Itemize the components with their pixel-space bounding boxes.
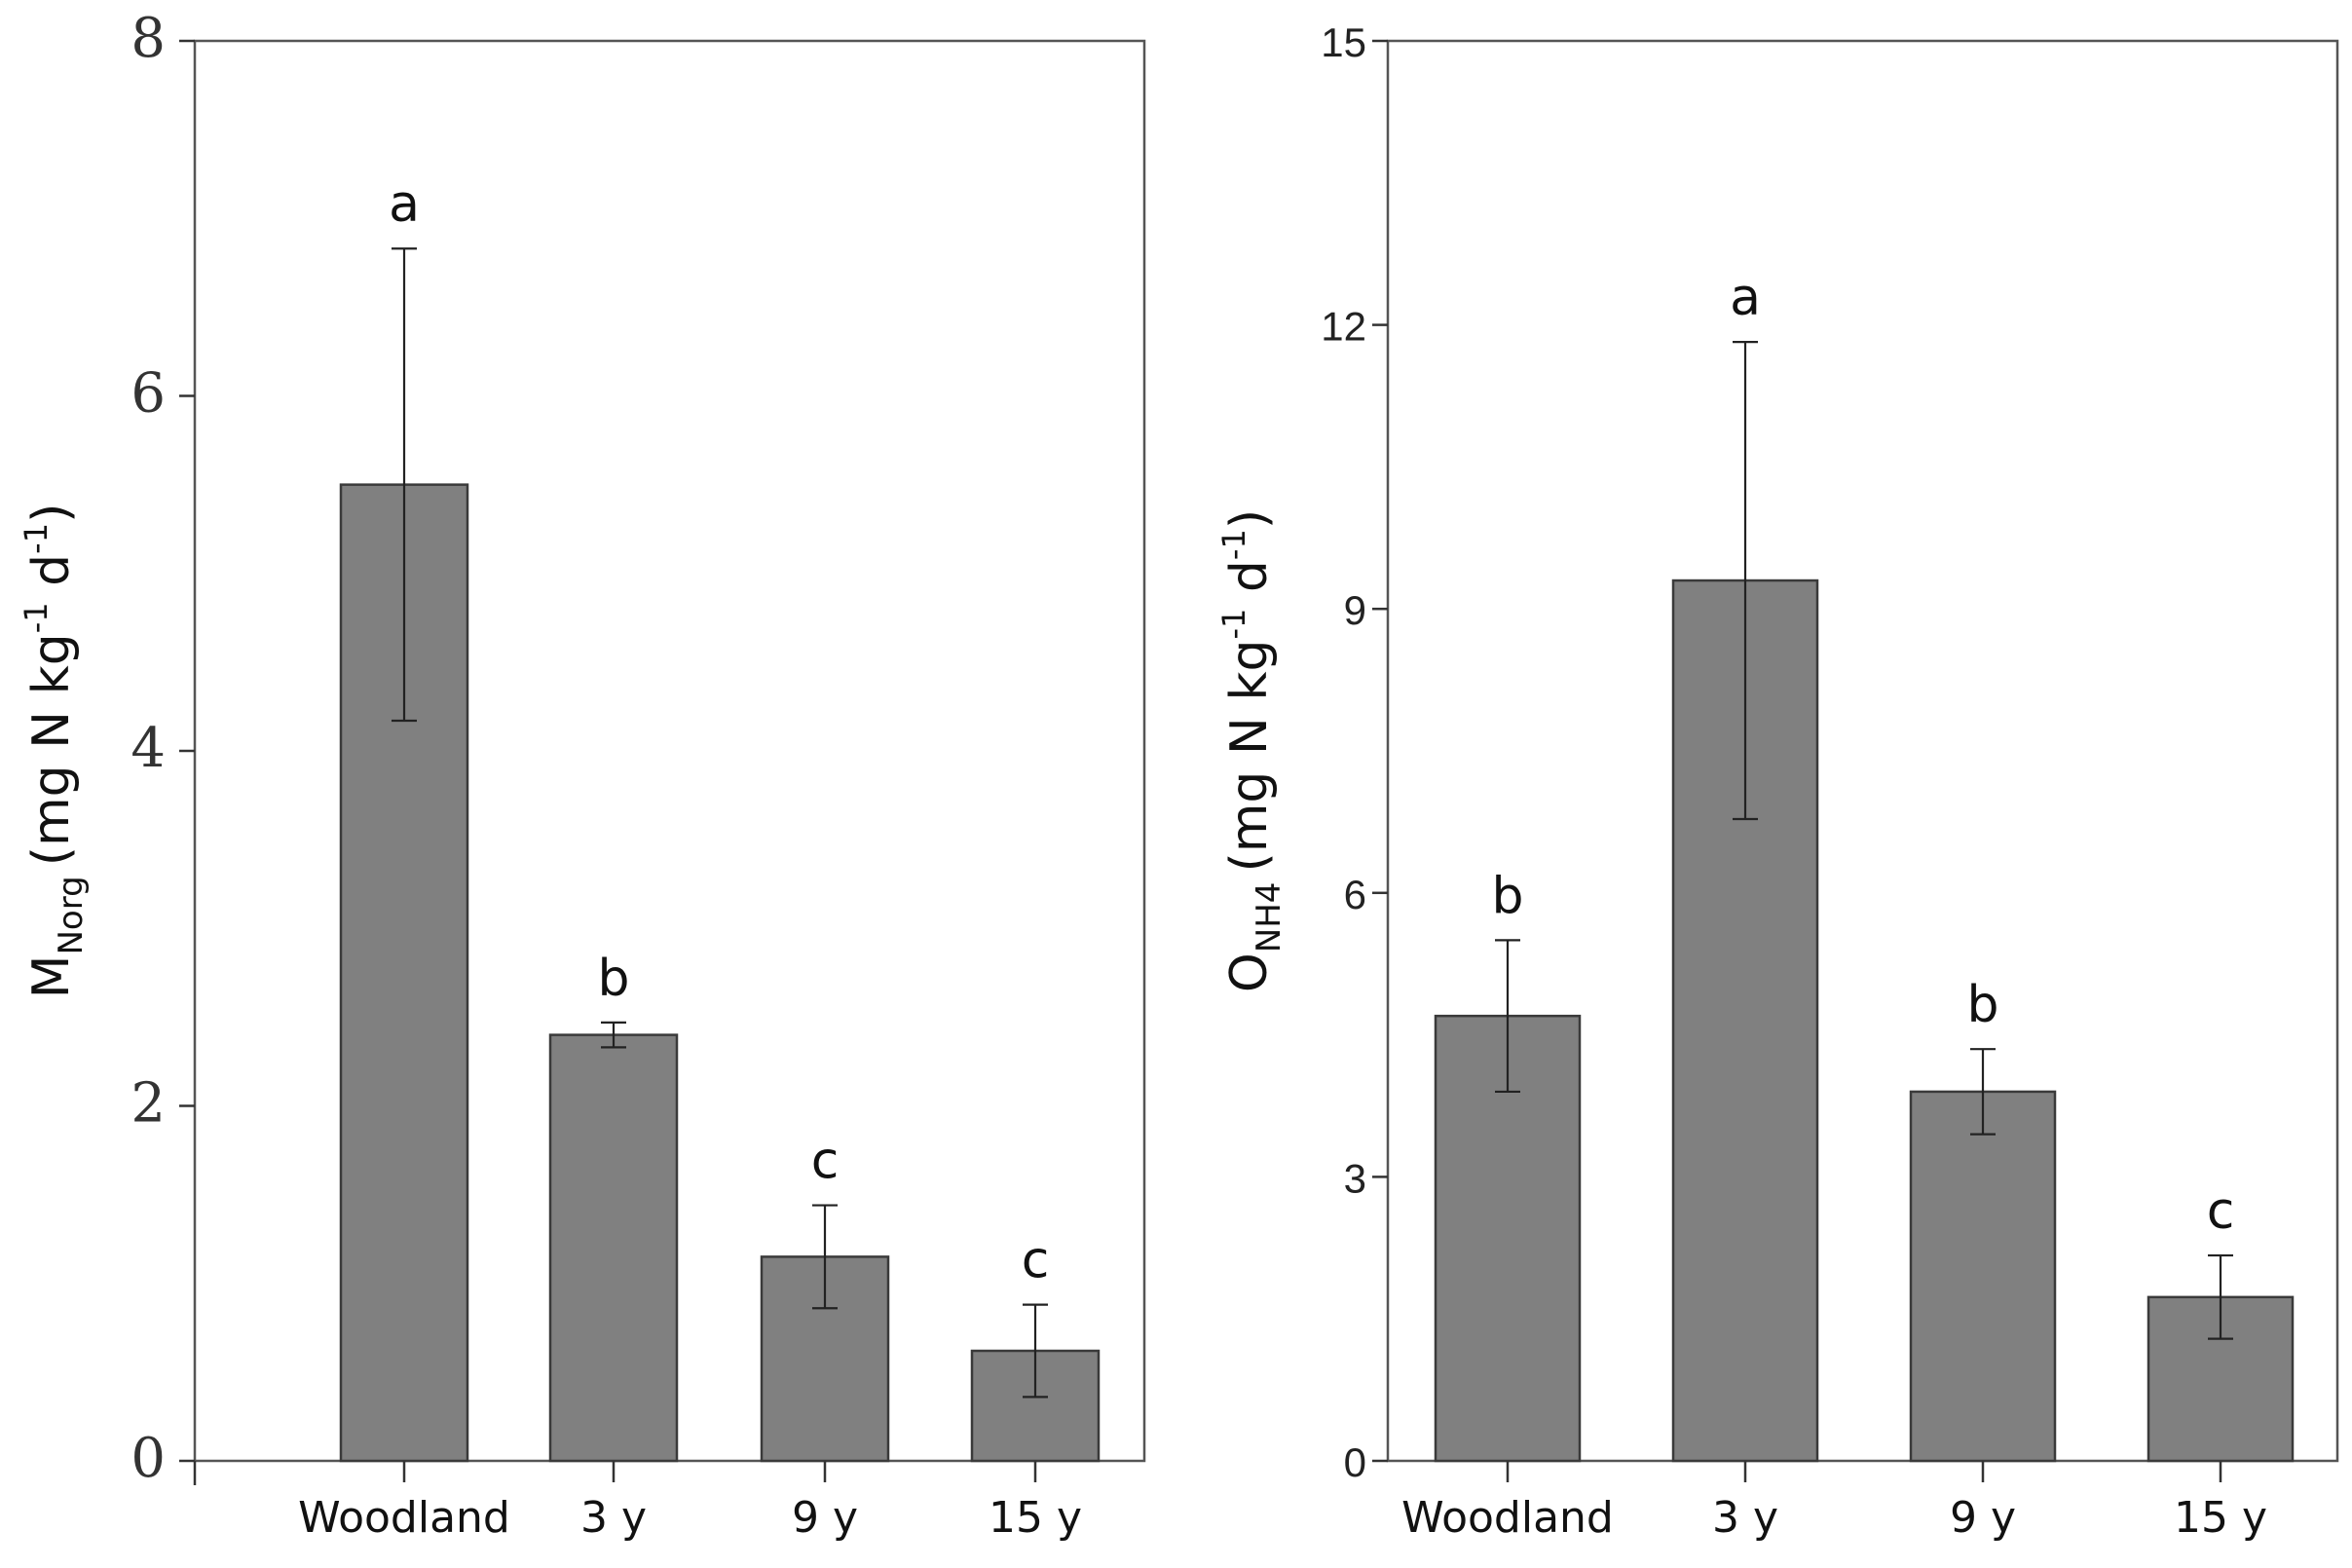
panel-1-bars [339,483,1101,1463]
panel-1-y-tick-label-0: 0 [131,1427,166,1490]
panel-2-y-tick-label-9: 9 [1344,587,1366,633]
panel-1-x-label-9y: 9 y [792,1493,858,1543]
panel-2-y-tick-label-15: 15 [1321,19,1366,65]
panel-1-y-tick-label-8: 8 [131,7,166,70]
panel-1-y-tick-label-4: 4 [131,717,166,780]
panel-2-x-label-9y: 9 y [1950,1493,2016,1543]
panel-2-ylabel-exp1: -1 [1215,609,1252,640]
panel-2-error-bar-3y [1733,340,1758,821]
panel-1-y-ticks: 0 2 4 6 8 [131,7,195,1490]
panel-1-x-tick-labels: Woodland 3 y 9 y 15 y [298,1493,1082,1543]
panel-2-x-label-15y: 15 y [2174,1493,2267,1543]
panel-2-letter-15y: c [2207,1182,2235,1241]
panel-2-letter-9y: b [1966,976,1998,1034]
panel-2: 0 3 6 9 12 15 b a b c Woodland 3 y [1215,19,2339,1543]
panel-2-ylabel-close: ) [1220,509,1279,529]
panel-2-y-tick-label-6: 6 [1344,872,1366,917]
panel-2-error-bar-9y [1970,1048,1996,1136]
panel-1-error-bar-3y [601,1021,626,1049]
panel-1-ylabel-exp2: -1 [18,523,55,554]
panel-1-ylabel-d: d [22,554,81,603]
panel-2-ylabel-sub: NH4 [1250,882,1288,953]
panel-2-error-bar-15y [2208,1253,2233,1340]
panel-2-error-bars [1495,340,2233,1340]
panel-1-y-tick-label-6: 6 [131,362,166,426]
panel-1-error-bar-woodland [392,247,417,723]
panel-2-bars [1434,579,2295,1463]
panel-2-ylabel-d: d [1220,560,1279,609]
panel-1-letter-3y: b [597,950,629,1008]
panel-1-x-label-3y: 3 y [580,1493,647,1543]
panel-2-plot-frame [1386,39,2339,1463]
panel-1-ylabel-close: ) [22,504,81,523]
panel-1-error-bar-9y [812,1204,838,1310]
panel-2-letter-woodland: b [1491,867,1523,925]
panel-1-ylabel-unit: (mg N kg [22,633,81,866]
panel-1-significance-letters: a b c c [389,175,1049,1289]
panel-1-x-label-15y: 15 y [989,1493,1082,1543]
panel-1-ylabel-sub: Norg [52,876,91,954]
panel-2-y-axis-title: ONH4(mg N kg-1 d-1) [1215,509,1288,992]
panel-2-y-ticks: 0 3 6 9 12 15 [1321,19,1388,1485]
panel-2-x-label-3y: 3 y [1712,1493,1778,1543]
panel-2-x-tick-labels: Woodland 3 y 9 y 15 y [1401,1493,2267,1543]
panel-1-error-bars [392,247,1048,1399]
panel-2-error-bar-woodland [1495,939,1520,1094]
panel-2-y-tick-label-0: 0 [1344,1439,1366,1485]
panel-1-bar-3y [548,1033,679,1463]
panel-2-x-label-woodland: Woodland [1401,1493,1614,1543]
panel-1-letter-9y: c [811,1133,840,1191]
panel-2-bar-9y [1909,1090,2057,1463]
panel-2-ylabel-unit: (mg N kg [1220,640,1279,873]
panel-2-ylabel-exp2: -1 [1215,529,1252,560]
panel-2-letter-3y: a [1730,269,1761,327]
panel-2-ylabel-main: O [1220,952,1279,992]
panel-1-y-axis-title: MNorg(mg N kg-1 d-1) [18,504,91,999]
panel-1-x-ticks [402,1461,1037,1482]
panel-1-ylabel-main: M [22,955,81,999]
panel-2-y-tick-label-12: 12 [1321,304,1366,350]
panel-1-letter-15y: c [1022,1232,1050,1290]
panel-1-letter-woodland: a [389,175,420,234]
panel-1-error-bar-15y [1023,1303,1048,1399]
panel-1-ylabel-exp1: -1 [18,602,55,633]
panel-1-x-label-woodland: Woodland [298,1493,510,1543]
panel-2-x-ticks [1506,1461,2222,1482]
panel-1-y-tick-label-2: 2 [131,1072,166,1136]
panel-2-significance-letters: b a b c [1491,269,2234,1241]
panel-2-y-tick-label-3: 3 [1344,1155,1366,1201]
